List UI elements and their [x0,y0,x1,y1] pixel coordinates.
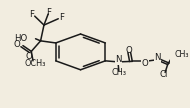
Text: CH₃: CH₃ [111,68,126,77]
Text: O: O [13,40,20,49]
Text: N: N [115,56,122,64]
Text: N: N [154,53,161,62]
Text: OCH₃: OCH₃ [24,59,46,68]
Text: O: O [25,52,32,61]
Text: Cl: Cl [160,70,168,79]
Text: O: O [142,59,149,68]
Text: F: F [59,13,64,22]
Text: F: F [29,10,34,19]
Text: CH₃: CH₃ [175,50,189,59]
Text: F: F [47,8,51,17]
Text: O: O [126,46,133,55]
Text: HO: HO [14,34,27,43]
